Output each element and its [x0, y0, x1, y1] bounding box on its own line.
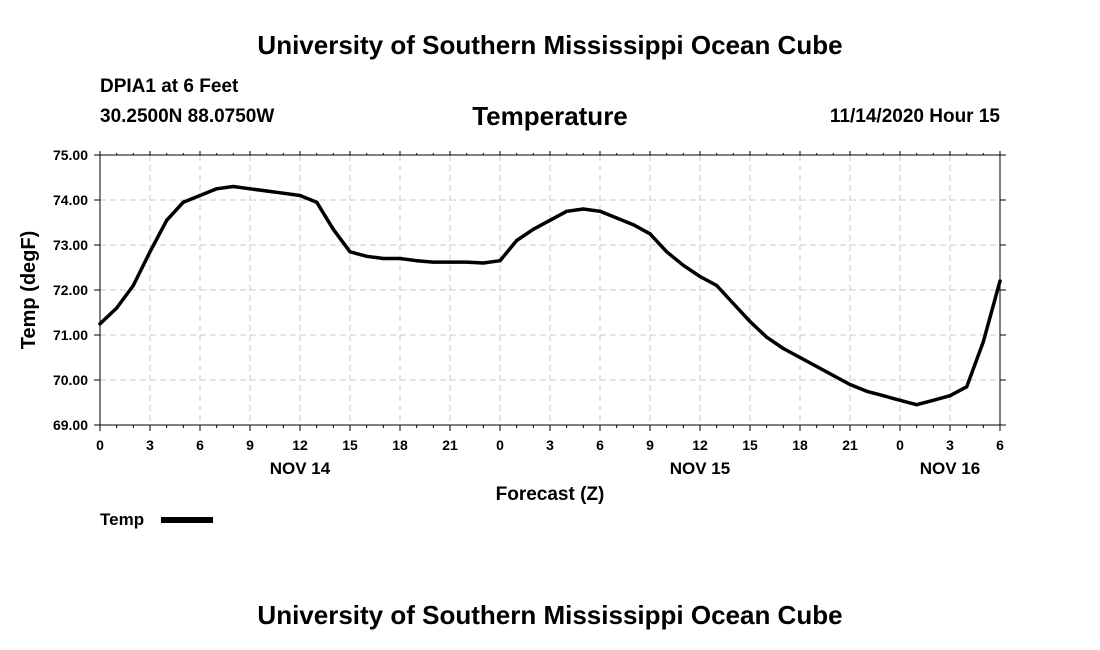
data-point	[565, 209, 569, 213]
data-point	[581, 207, 585, 211]
data-point	[165, 218, 169, 222]
data-point	[815, 364, 819, 369]
data-point	[998, 279, 1002, 283]
data-point	[665, 250, 669, 254]
x-tick-label: 12	[292, 437, 308, 453]
x-tick-label: 0	[896, 437, 904, 453]
data-point	[331, 227, 335, 231]
data-point	[415, 259, 419, 263]
forecast-timestamp: 11/14/2020 Hour 15	[829, 106, 1000, 127]
page-title-bottom: University of Southern Mississippi Ocean…	[257, 600, 843, 630]
data-point	[365, 254, 369, 258]
x-axis-title: Forecast (Z)	[496, 484, 605, 505]
date-label: NOV 14	[270, 459, 331, 478]
data-point	[515, 238, 519, 243]
date-label: NOV 15	[670, 459, 730, 478]
data-point	[315, 200, 319, 204]
data-point	[931, 398, 935, 402]
station-coordinates: 30.2500N 88.0750W	[100, 106, 275, 127]
x-tick-label: 6	[196, 437, 204, 453]
data-point	[498, 259, 502, 263]
y-tick-label: 72.00	[53, 282, 88, 298]
x-tick-label: 0	[96, 437, 104, 453]
data-point	[965, 385, 969, 389]
data-point	[631, 223, 635, 227]
x-tick-label: 18	[392, 437, 408, 453]
data-point	[748, 319, 752, 324]
data-point	[598, 209, 602, 213]
data-point	[481, 261, 485, 265]
data-point	[948, 394, 952, 398]
x-tick-label: 3	[146, 437, 154, 453]
data-point	[465, 260, 469, 264]
data-point	[181, 200, 185, 204]
station-label: DPIA1 at 6 Feet	[100, 76, 239, 97]
x-tick-label: 9	[646, 437, 654, 453]
data-point	[531, 227, 535, 231]
x-tick-label: 0	[496, 437, 504, 453]
data-point	[215, 187, 219, 191]
data-point	[298, 193, 302, 198]
page-title-top: University of Southern Mississippi Ocean…	[257, 30, 843, 60]
data-point	[881, 394, 885, 398]
x-tick-label: 21	[842, 437, 858, 453]
x-tick-label: 6	[996, 437, 1004, 453]
x-tick-label: 6	[596, 437, 604, 453]
data-point	[281, 191, 285, 195]
data-point	[731, 301, 735, 306]
data-point	[248, 187, 252, 191]
data-point	[765, 335, 769, 339]
grid-lines	[100, 155, 1000, 425]
y-tick-label: 70.00	[53, 372, 88, 388]
y-tick-label: 75.00	[53, 147, 88, 163]
legend-swatch	[161, 517, 213, 523]
x-tick-label: 18	[792, 437, 808, 453]
x-tick-label: 15	[342, 437, 358, 453]
data-point	[131, 283, 135, 288]
x-tick-label: 3	[946, 437, 954, 453]
y-tick-label: 74.00	[53, 192, 88, 208]
data-point	[715, 283, 719, 288]
data-point	[615, 216, 619, 220]
data-point	[548, 218, 552, 222]
data-point	[448, 260, 452, 264]
chart-title: Temperature	[472, 101, 628, 131]
x-tick-label: 3	[546, 437, 554, 453]
data-point	[148, 250, 152, 254]
y-tick-label: 69.00	[53, 417, 88, 433]
data-point	[231, 184, 235, 189]
x-tick-label: 15	[742, 437, 758, 453]
series-layer	[98, 184, 1002, 407]
data-point	[98, 322, 102, 326]
y-tick-label: 73.00	[53, 237, 88, 253]
data-point	[431, 260, 435, 264]
data-point	[398, 256, 402, 261]
x-tick-label: 12	[692, 437, 708, 453]
data-point	[848, 382, 852, 387]
axis-labels: 0 3 6 9 12 15 18 21 0 3 6 9 12 15 18 21 0 3 6 69.00 70.00 71.…	[18, 147, 1004, 505]
data-point	[898, 398, 902, 402]
data-point	[781, 346, 785, 351]
data-point	[915, 403, 919, 407]
data-point	[681, 263, 685, 267]
data-point	[981, 340, 985, 344]
legend-label: Temp	[100, 510, 145, 529]
data-point	[831, 373, 835, 378]
y-axis-title: Temp (degF)	[18, 231, 40, 350]
data-point	[348, 250, 352, 254]
data-point	[865, 389, 869, 393]
date-label: NOV 16	[920, 459, 980, 478]
data-point	[698, 274, 702, 279]
data-point	[198, 193, 202, 198]
data-point	[115, 306, 119, 310]
axes	[94, 151, 1006, 431]
data-point	[265, 189, 269, 193]
y-tick-label: 71.00	[53, 327, 88, 343]
data-point	[648, 232, 652, 236]
data-point	[381, 256, 385, 261]
x-tick-label: 9	[246, 437, 254, 453]
x-tick-label: 21	[442, 437, 458, 453]
data-point	[798, 355, 802, 360]
